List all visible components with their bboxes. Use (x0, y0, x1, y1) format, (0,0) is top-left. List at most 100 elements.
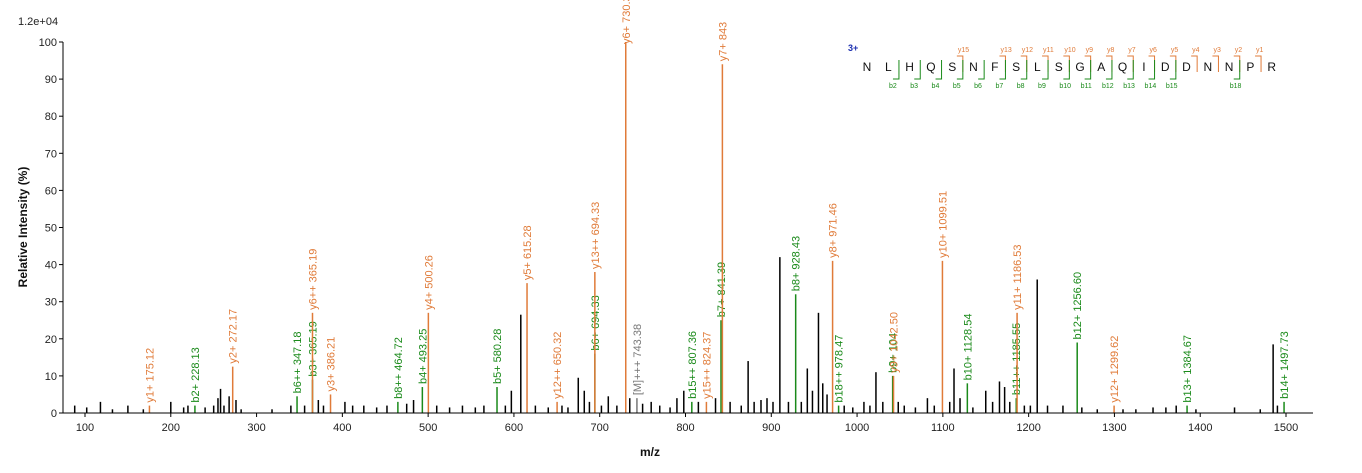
sequence-residue: S (1055, 60, 1063, 74)
y-axis-ticks: 0 10 20 30 40 50 60 70 80 90 100 (39, 37, 63, 420)
sequence-residue: L (1034, 60, 1041, 74)
x-axis-ticks: 100 200 300 400 500 600 700 800 900 1000 1100 1200 1… (76, 413, 1298, 434)
y-ion-bracket (1105, 55, 1113, 72)
b-ion-label: b13 (1123, 83, 1135, 90)
b-ion-bracket (914, 60, 921, 80)
b-ion-bracket (978, 60, 985, 80)
x-tick-label: 400 (333, 422, 351, 434)
b-ion-bracket (1127, 60, 1134, 80)
y-ion-bracket (1233, 55, 1241, 72)
x-tick-label: 1400 (1188, 422, 1212, 434)
ion-peak-label: b2+ 228.13 (190, 347, 202, 402)
x-tick-label: 500 (419, 422, 437, 434)
ion-peak-label: y12++ 650.32 (552, 332, 564, 399)
ion-peak-label: y1+ 175.12 (144, 348, 156, 403)
precursor-charge: 3+ (848, 43, 858, 53)
sequence-residue: P (1246, 60, 1254, 74)
x-tick-label: 700 (591, 422, 609, 434)
y-ion-label: y4 (1192, 47, 1200, 54)
ion-peak-label: b10+ 1128.54 (962, 314, 974, 381)
ion-peak-label: y5+ 615.28 (522, 225, 534, 280)
x-tick-label: 100 (76, 422, 94, 434)
b-ion-bracket (1020, 60, 1028, 80)
x-tick-label: 900 (762, 422, 780, 434)
b-ion-label: b10 (1059, 83, 1071, 90)
b-ion-bracket (1148, 60, 1156, 80)
y-ion-bracket (1169, 55, 1177, 72)
ion-peak-label: y8+ 971.46 (828, 203, 840, 258)
b-ion-bracket (1233, 60, 1241, 80)
b-ion-label: b5 (953, 83, 961, 90)
x-axis-title: m/z (640, 445, 660, 459)
y-ion-bracket (1020, 55, 1028, 72)
x-tick-label: 1500 (1274, 422, 1298, 434)
b-ion-label: b11 (1081, 83, 1092, 90)
x-tick-label: 1100 (931, 422, 955, 434)
ion-peak-label: b15++ 807.36 (687, 331, 699, 399)
b-ion-bracket (956, 60, 964, 80)
y-ion-label: y15 (958, 47, 969, 54)
y-ion-bracket (1255, 55, 1262, 72)
y-ion-bracket (1191, 55, 1198, 72)
labeled-peaks: y1+ 175.12 b2+ 228.13 y2+ 272.17 b6++ 347.1… (144, 0, 1291, 413)
y-ion-label: y12 (1022, 47, 1033, 54)
sequence-residue: S (1012, 60, 1020, 74)
sequence-residue: D (1161, 60, 1170, 74)
ion-peak-label: b6+ 694.33 (590, 295, 602, 350)
ion-peak-label: b8++ 464.72 (393, 337, 405, 399)
ion-peak-label: b13+ 1384.67 (1182, 335, 1194, 403)
b-ion-label: b14 (1145, 83, 1157, 90)
y-ion-label: y7 (1128, 47, 1136, 54)
y-tick-label: 100 (39, 37, 57, 49)
b-ion-bracket (1105, 60, 1113, 80)
sequence-residue: G (1075, 60, 1084, 74)
ion-peak-label: b14+ 1497.73 (1279, 331, 1291, 399)
ion-peak-label: y7+ 843 (717, 22, 729, 61)
b-ion-label: b6 (974, 83, 982, 90)
ion-peak-label: y10+ 1099.51 (937, 191, 949, 258)
x-tick-label: 1000 (845, 422, 869, 434)
sequence-residue: N (1203, 60, 1212, 74)
sequence-residue: N (969, 60, 978, 74)
b-ion-label: b8 (1017, 83, 1025, 90)
y-tick-label: 60 (45, 185, 57, 197)
y-ion-label: y8 (1107, 47, 1115, 54)
y-ion-bracket (1148, 55, 1156, 72)
b-ion-bracket (1063, 60, 1070, 80)
ion-peak-label: b4+ 493.25 (417, 329, 429, 384)
ion-peak-label: y2+ 272.17 (228, 309, 240, 364)
y-ion-label: y10 (1064, 47, 1075, 54)
sequence-residue: A (1097, 60, 1105, 74)
x-tick-label: 600 (505, 422, 523, 434)
sequence-residue: H (905, 60, 914, 74)
y-ion-bracket (1042, 55, 1049, 72)
unlabeled-peaks (73, 257, 1279, 413)
y-ion-label: y5 (1171, 47, 1179, 54)
y-ion-bracket (956, 55, 964, 72)
b-ion-label: b7 (995, 83, 1003, 90)
y-ion-label: y2 (1235, 47, 1243, 54)
y-tick-label: 90 (45, 74, 57, 86)
y-ion-bracket (1212, 55, 1219, 72)
ion-peak-label: b9+ 104 (888, 333, 900, 373)
y-ion-label: y1 (1256, 47, 1264, 54)
ion-peak-label: [M]+++ 743.38 (632, 324, 644, 395)
ion-peak-label: b3+ 365.19 (307, 321, 319, 376)
b-ion-bracket (1042, 60, 1049, 80)
ion-peak-label: y12+ 1299.62 (1109, 336, 1121, 403)
x-tick-label: 300 (247, 422, 265, 434)
sequence-residue: I (1142, 60, 1145, 74)
x-tick-label: 1200 (1016, 422, 1040, 434)
ion-peak-label: y13++ 694.33 (590, 202, 602, 269)
sequence-residue: Q (926, 60, 935, 74)
b-ion-bracket (1084, 60, 1092, 80)
x-tick-label: 200 (162, 422, 180, 434)
y-ion-bracket (1063, 55, 1070, 72)
ion-peak-label: b12+ 1256.60 (1072, 272, 1084, 340)
y-tick-label: 80 (45, 111, 57, 123)
ion-peak-label: y4+ 500.26 (423, 255, 435, 310)
b-ion-label: b15 (1166, 83, 1178, 90)
ion-peak-label: b8+ 928.43 (791, 236, 803, 291)
